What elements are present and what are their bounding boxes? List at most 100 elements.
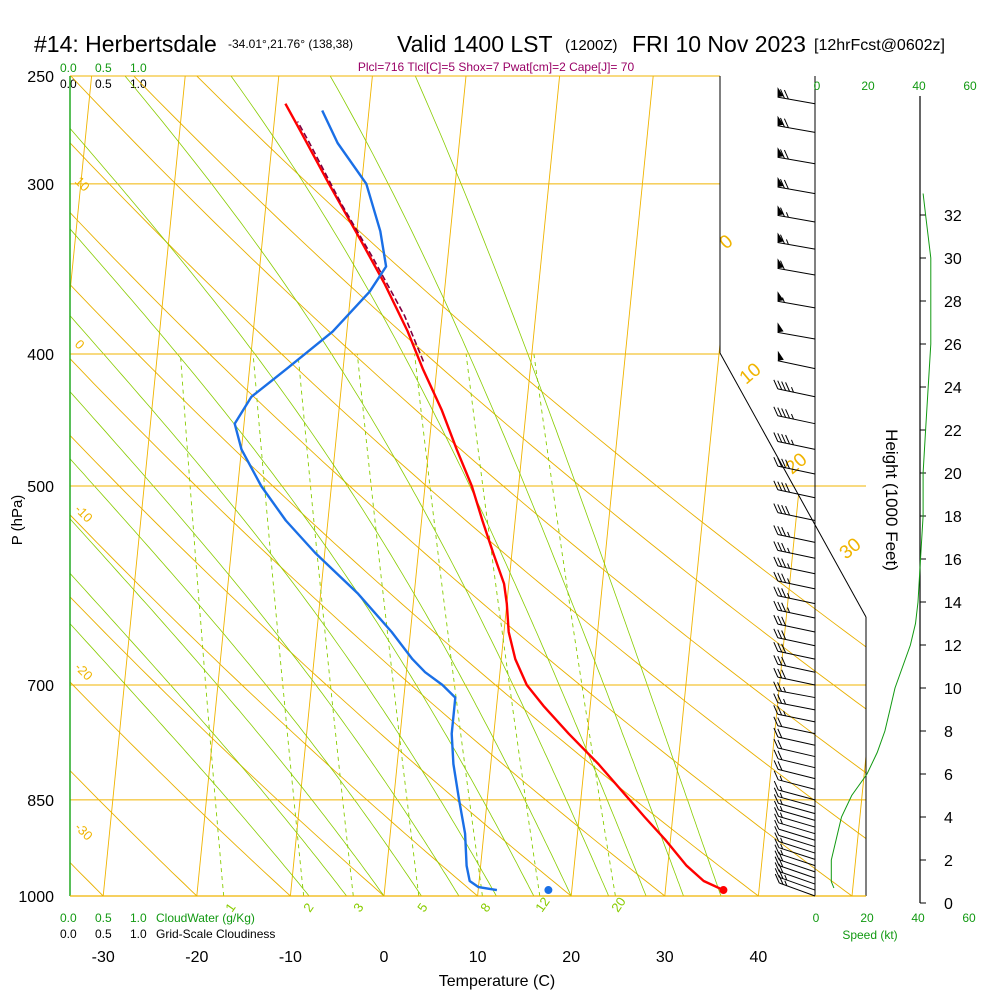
temperature-tick: -10 <box>279 949 302 966</box>
barb-flag <box>780 117 785 128</box>
wind-barb <box>777 322 816 340</box>
pressure-tick-250: 250 <box>27 69 54 86</box>
barb-flag <box>777 542 783 552</box>
barb-staff <box>777 565 816 575</box>
moist-adiabat <box>70 76 347 896</box>
theta-label: -10 <box>72 502 96 526</box>
surface-dewpoint-marker <box>544 886 553 895</box>
barb-flag <box>777 615 783 626</box>
barb-flag <box>774 800 779 811</box>
barb-pennant <box>777 322 784 333</box>
mixing-ratio-line <box>414 353 483 896</box>
barb-staff <box>777 156 816 165</box>
wind-barb <box>773 480 816 499</box>
chart-header: #14: Herbertsdale -34.01°,21.76° (138,38… <box>34 31 945 74</box>
barb-flag <box>777 433 783 443</box>
barb-flag <box>777 682 783 692</box>
theta-label: -20 <box>72 660 96 684</box>
wind-barb <box>773 525 816 543</box>
barb-flag <box>773 727 779 738</box>
barb-flag <box>777 717 783 727</box>
barb-staff <box>779 882 816 897</box>
barb-half-flag <box>787 531 791 538</box>
wind-barb <box>774 873 816 897</box>
height-tick-label: 10 <box>944 681 962 698</box>
barb-staff <box>778 859 816 873</box>
barb-flag <box>785 409 791 419</box>
mixing-ratio-line <box>465 353 541 896</box>
pressure-tick-850: 850 <box>27 793 54 810</box>
barb-flag <box>781 526 787 537</box>
theta-label: 10 <box>72 174 93 195</box>
wind-barb <box>773 770 816 790</box>
pressure-axis: 250 300 400 500 700 850 1000 <box>18 69 54 906</box>
barb-half-flag <box>782 297 785 303</box>
wind-barb <box>777 350 816 370</box>
dry-adiabat <box>70 76 385 896</box>
barb-pennant <box>777 115 784 126</box>
barb-staff <box>777 663 816 673</box>
barb-flag <box>773 406 779 416</box>
barb-staff <box>778 853 816 867</box>
barb-flag <box>785 505 791 516</box>
wind-barb <box>773 642 816 660</box>
barb-staff <box>778 779 816 790</box>
barb-staff <box>777 267 816 276</box>
barb-flag <box>774 832 780 842</box>
mixing-ratio-label: 3 <box>350 900 366 915</box>
wind-barb <box>777 115 816 133</box>
barb-flag <box>773 667 779 678</box>
barb-flag <box>777 750 783 760</box>
wind-barb <box>773 749 816 769</box>
barb-flag <box>773 432 779 442</box>
top-water-1: 0.5 <box>95 61 112 75</box>
barb-flag <box>785 434 791 445</box>
barb-flag <box>774 838 780 848</box>
barb-staff <box>778 847 816 860</box>
barb-flag <box>783 179 789 190</box>
dry-adiabat <box>70 76 478 896</box>
bottom-water-0: 0.0 <box>60 911 77 925</box>
height-tick-label: 0 <box>944 896 953 913</box>
barb-flag <box>773 614 779 625</box>
wind-barb <box>773 716 816 735</box>
wind-barb <box>773 794 816 815</box>
barb-flag <box>773 760 779 770</box>
top-cloud-1: 0.5 <box>95 77 112 91</box>
dry-adiabat <box>70 76 759 896</box>
wind-barb <box>773 600 816 619</box>
wind-barb <box>773 693 816 711</box>
wind-speed-profile <box>830 193 932 889</box>
bottom-cloud-2: 1.0 <box>130 927 147 941</box>
moist-adiabat <box>70 76 385 896</box>
barb-flag <box>773 770 779 781</box>
barb-staff <box>777 623 816 633</box>
barb-flag <box>773 571 779 582</box>
mixing-ratio-lines <box>179 353 616 896</box>
bottom-cloud-0: 0.0 <box>60 927 77 941</box>
wind-barb <box>773 705 816 723</box>
height-tick-label: 16 <box>944 552 962 569</box>
barb-half-flag <box>780 849 784 856</box>
height-tick-label: 12 <box>944 638 962 655</box>
barb-flag <box>780 234 785 244</box>
dry-adiabat <box>70 76 198 896</box>
dry-adiabat <box>70 76 572 896</box>
barb-half-flag <box>785 239 789 245</box>
barb-flag <box>773 642 779 652</box>
height-tick-label: 14 <box>944 595 962 612</box>
bottom-water-2: 1.0 <box>130 911 147 925</box>
barb-flag <box>780 89 785 99</box>
barb-staff <box>777 690 816 699</box>
speed-bottom-20: 20 <box>860 911 874 925</box>
thetae-label: 0 <box>716 231 738 254</box>
theta-label: -30 <box>72 820 96 844</box>
barb-flag <box>774 819 780 830</box>
temperature-tick: 10 <box>469 949 487 966</box>
moist-adiabat <box>70 76 572 896</box>
wind-barb <box>774 838 816 860</box>
wind-barb <box>773 614 816 633</box>
temperature-line <box>284 103 724 892</box>
barb-flag <box>774 844 780 854</box>
barb-flag <box>777 526 783 536</box>
